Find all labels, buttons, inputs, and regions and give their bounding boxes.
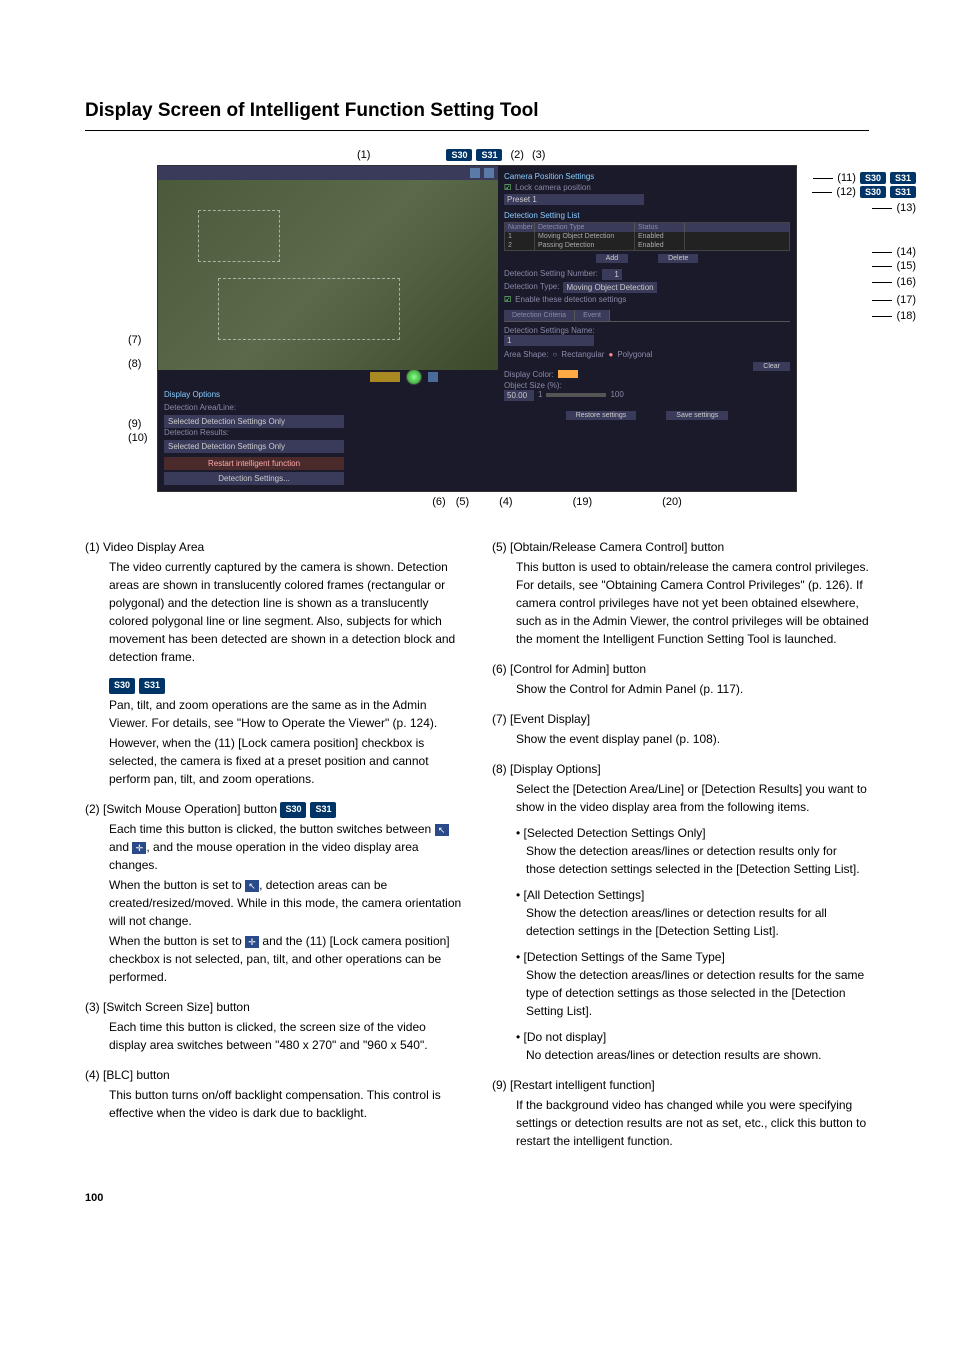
admin-control-button[interactable] — [428, 372, 438, 382]
badge-s30: S30 — [109, 678, 135, 694]
detection-results-label: Detection Results: — [164, 428, 492, 437]
color-swatch[interactable] — [558, 370, 578, 378]
clear-button[interactable]: Clear — [753, 362, 790, 371]
display-options-title: Display Options — [164, 390, 492, 399]
add-button[interactable]: Add — [596, 254, 628, 263]
callout-12: (12) — [836, 186, 856, 198]
toolbar — [158, 166, 498, 180]
restore-button[interactable]: Restore settings — [566, 411, 637, 420]
preset-select[interactable]: Preset 1 — [504, 194, 644, 205]
delete-button[interactable]: Delete — [658, 254, 698, 263]
lock-camera-checkbox[interactable]: Lock camera position — [515, 183, 591, 192]
callout-16: (16) — [896, 276, 916, 288]
det-num-label: Detection Setting Number: — [504, 269, 598, 280]
badge-s31: S31 — [310, 802, 336, 818]
tab-criteria[interactable]: Detection Criteria — [504, 310, 575, 321]
item-7: (7) [Event Display] Show the event displ… — [492, 710, 869, 748]
detection-area-select[interactable]: Selected Detection Settings Only — [164, 415, 344, 428]
callout-10: (10) — [128, 432, 148, 444]
badge-s30: S30 — [860, 186, 886, 198]
callout-6: (6) — [432, 496, 445, 508]
page-number: 100 — [85, 1192, 869, 1204]
item-2: (2) [Switch Mouse Operation] button S30 … — [85, 800, 462, 986]
badge-s30: S30 — [280, 802, 306, 818]
callout-9: (9) — [128, 418, 141, 430]
callout-2: (2) — [510, 149, 523, 161]
blc-button[interactable] — [370, 372, 400, 382]
callout-4: (4) — [499, 496, 512, 508]
col-type: Detection Type — [535, 223, 635, 232]
display-color-label: Display Color: — [504, 370, 554, 379]
tab-event[interactable]: Event — [575, 310, 610, 321]
det-type-select[interactable]: Moving Object Detection — [563, 282, 656, 293]
item-8: (8) [Display Options] Select the [Detect… — [492, 760, 869, 1064]
detection-area-line-label: Detection Area/Line: — [164, 403, 492, 412]
item-4: (4) [BLC] button This button turns on/of… — [85, 1066, 462, 1122]
callout-19: (19) — [573, 496, 593, 508]
col-status: Status — [635, 223, 685, 232]
callout-20: (20) — [662, 496, 682, 508]
badge-s31: S31 — [476, 149, 502, 161]
det-type-label: Detection Type: — [504, 282, 559, 293]
mouse-op-icon[interactable] — [470, 168, 480, 178]
object-size-label: Object Size (%): — [504, 381, 790, 390]
callout-7: (7) — [128, 334, 141, 346]
col-number: Number — [505, 223, 535, 232]
detection-results-select[interactable]: Selected Detection Settings Only — [164, 440, 344, 453]
callout-8: (8) — [128, 358, 141, 370]
camera-control-button[interactable] — [406, 369, 422, 385]
table-row[interactable]: 2 Passing Detection Enabled — [505, 241, 789, 250]
badge-s30: S30 — [446, 149, 472, 161]
restart-function-button[interactable]: Restart intelligent function — [164, 457, 344, 470]
item-1: (1) Video Display Area The video current… — [85, 538, 462, 788]
det-num-value: 1 — [602, 269, 622, 280]
callout-18: (18) — [896, 310, 916, 322]
pointer-icon: ↖ — [435, 824, 449, 836]
callout-3: (3) — [532, 149, 545, 161]
plus-icon: ✛ — [132, 842, 146, 854]
save-button[interactable]: Save settings — [666, 411, 728, 420]
table-row[interactable]: 1 Moving Object Detection Enabled — [505, 232, 789, 241]
badge-s31: S31 — [139, 678, 165, 694]
size-slider[interactable] — [546, 393, 606, 397]
detection-table: Number Detection Type Status 1 Moving Ob… — [504, 222, 790, 251]
object-size-input[interactable]: 50.00 — [504, 390, 534, 401]
screenshot-figure: (1) S30 S31 (2) (3) (7) (8) (9) (10) (11… — [157, 149, 797, 508]
area-shape-label: Area Shape: — [504, 350, 548, 359]
detection-settings-button[interactable]: Detection Settings... — [164, 472, 344, 485]
item-3: (3) [Switch Screen Size] button Each tim… — [85, 998, 462, 1054]
shape-rect-radio[interactable]: Rectangular — [561, 350, 604, 359]
detection-list-header: Detection Setting List — [504, 211, 790, 220]
det-name-input[interactable]: 1 — [504, 335, 594, 346]
badge-s31: S31 — [890, 172, 916, 184]
callout-11: (11) — [837, 172, 856, 184]
enable-checkbox[interactable]: Enable these detection settings — [515, 295, 626, 304]
display-options-panel: Display Options Detection Area/Line: Sel… — [158, 384, 498, 491]
badge-s30: S30 — [860, 172, 886, 184]
item-5: (5) [Obtain/Release Camera Control] butt… — [492, 538, 869, 648]
callout-1: (1) — [357, 149, 370, 161]
callout-14: (14) — [896, 246, 916, 258]
det-name-label: Detection Settings Name: — [504, 326, 790, 335]
item-9: (9) [Restart intelligent function] If th… — [492, 1076, 869, 1150]
item-6: (6) [Control for Admin] button Show the … — [492, 660, 869, 698]
callout-15: (15) — [896, 260, 916, 272]
plus-icon: ✛ — [245, 936, 259, 948]
screen-size-icon[interactable] — [484, 168, 494, 178]
page-title: Display Screen of Intelligent Function S… — [85, 100, 869, 131]
badge-s31: S31 — [890, 186, 916, 198]
callout-17: (17) — [896, 294, 916, 306]
video-display-area[interactable] — [158, 180, 498, 370]
callout-13: (13) — [896, 202, 916, 214]
shape-poly-radio[interactable]: Polygonal — [617, 350, 652, 359]
pointer-icon: ↖ — [245, 880, 259, 892]
camera-position-header: Camera Position Settings — [504, 172, 790, 181]
callout-5: (5) — [456, 496, 469, 508]
